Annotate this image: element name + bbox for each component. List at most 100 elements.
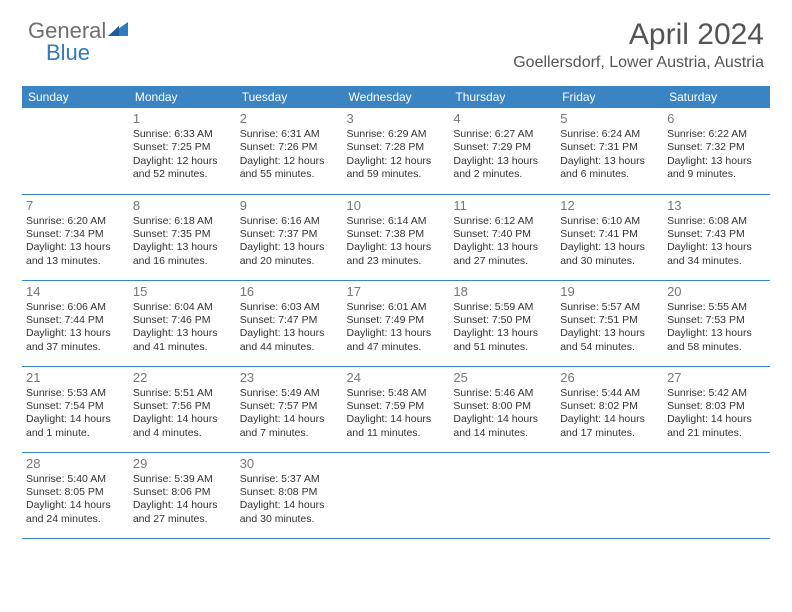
week-row: 1Sunrise: 6:33 AMSunset: 7:25 PMDaylight… (22, 108, 770, 194)
day-info: Sunrise: 6:10 AMSunset: 7:41 PMDaylight:… (560, 215, 659, 269)
day-info: Sunrise: 5:37 AMSunset: 8:08 PMDaylight:… (240, 473, 339, 527)
sunrise-text: Sunrise: 6:03 AM (240, 301, 339, 314)
daylight-text: Daylight: 14 hours and 11 minutes. (347, 413, 446, 440)
calendar-body: 1Sunrise: 6:33 AMSunset: 7:25 PMDaylight… (22, 108, 770, 538)
title-block: April 2024 Goellersdorf, Lower Austria, … (513, 18, 764, 72)
sunrise-text: Sunrise: 6:14 AM (347, 215, 446, 228)
daylight-text: Daylight: 13 hours and 13 minutes. (26, 241, 125, 268)
day-number: 3 (347, 111, 446, 126)
daylight-text: Daylight: 13 hours and 27 minutes. (453, 241, 552, 268)
day-info: Sunrise: 5:51 AMSunset: 7:56 PMDaylight:… (133, 387, 232, 441)
sunset-text: Sunset: 7:32 PM (667, 141, 766, 154)
weekday-header: Sunday (22, 86, 129, 108)
daylight-text: Daylight: 14 hours and 17 minutes. (560, 413, 659, 440)
day-info: Sunrise: 6:31 AMSunset: 7:26 PMDaylight:… (240, 128, 339, 182)
day-number: 16 (240, 284, 339, 299)
day-info: Sunrise: 5:40 AMSunset: 8:05 PMDaylight:… (26, 473, 125, 527)
day-number: 15 (133, 284, 232, 299)
day-number: 23 (240, 370, 339, 385)
sunrise-text: Sunrise: 6:10 AM (560, 215, 659, 228)
day-info: Sunrise: 6:33 AMSunset: 7:25 PMDaylight:… (133, 128, 232, 182)
day-cell: 24Sunrise: 5:48 AMSunset: 7:59 PMDayligh… (343, 366, 450, 452)
sunrise-text: Sunrise: 5:44 AM (560, 387, 659, 400)
weekday-header: Thursday (449, 86, 556, 108)
sunset-text: Sunset: 8:05 PM (26, 486, 125, 499)
day-number: 10 (347, 198, 446, 213)
sunrise-text: Sunrise: 5:59 AM (453, 301, 552, 314)
daylight-text: Daylight: 12 hours and 59 minutes. (347, 155, 446, 182)
sunrise-text: Sunrise: 5:49 AM (240, 387, 339, 400)
daylight-text: Daylight: 13 hours and 20 minutes. (240, 241, 339, 268)
sunrise-text: Sunrise: 5:39 AM (133, 473, 232, 486)
day-number: 20 (667, 284, 766, 299)
sunset-text: Sunset: 7:40 PM (453, 228, 552, 241)
daylight-text: Daylight: 14 hours and 21 minutes. (667, 413, 766, 440)
day-cell (343, 452, 450, 538)
day-info: Sunrise: 6:08 AMSunset: 7:43 PMDaylight:… (667, 215, 766, 269)
sunset-text: Sunset: 8:03 PM (667, 400, 766, 413)
week-row: 28Sunrise: 5:40 AMSunset: 8:05 PMDayligh… (22, 452, 770, 538)
sunset-text: Sunset: 7:56 PM (133, 400, 232, 413)
logo-triangle-icon (108, 22, 128, 41)
day-number: 8 (133, 198, 232, 213)
day-cell: 16 Sunrise: 6:03 AMSunset: 7:47 PMDayligh… (236, 280, 343, 366)
day-number: 4 (453, 111, 552, 126)
day-number: 7 (26, 198, 125, 213)
sunset-text: Sunset: 7:54 PM (26, 400, 125, 413)
sunrise-text: Sunrise: 6:16 AM (240, 215, 339, 228)
sunset-text: Sunset: 7:50 PM (453, 314, 552, 327)
sunset-text: Sunset: 8:08 PM (240, 486, 339, 499)
sunrise-text: Sunrise: 6:12 AM (453, 215, 552, 228)
daylight-text: Daylight: 13 hours and 2 minutes. (453, 155, 552, 182)
sunrise-text: Sunrise: 5:37 AM (240, 473, 339, 486)
day-info: Sunrise: 6:20 AMSunset: 7:34 PMDaylight:… (26, 215, 125, 269)
sunset-text: Sunset: 7:35 PM (133, 228, 232, 241)
day-info: Sunrise: 5:59 AMSunset: 7:50 PMDaylight:… (453, 301, 552, 355)
daylight-text: Daylight: 13 hours and 44 minutes. (240, 327, 339, 354)
sunrise-text: Sunrise: 5:55 AM (667, 301, 766, 314)
logo-text-blue: Blue (46, 40, 90, 65)
day-cell: 26Sunrise: 5:44 AMSunset: 8:02 PMDayligh… (556, 366, 663, 452)
sunset-text: Sunset: 8:00 PM (453, 400, 552, 413)
daylight-text: Daylight: 13 hours and 9 minutes. (667, 155, 766, 182)
sunrise-text: Sunrise: 5:51 AM (133, 387, 232, 400)
daylight-text: Daylight: 14 hours and 30 minutes. (240, 499, 339, 526)
sunset-text: Sunset: 7:37 PM (240, 228, 339, 241)
day-number: 1 (133, 111, 232, 126)
daylight-text: Daylight: 13 hours and 58 minutes. (667, 327, 766, 354)
day-cell: 11Sunrise: 6:12 AMSunset: 7:40 PMDayligh… (449, 194, 556, 280)
sunset-text: Sunset: 7:47 PM (240, 314, 339, 327)
weekday-header: Wednesday (343, 86, 450, 108)
day-cell (449, 452, 556, 538)
month-title: April 2024 (513, 18, 764, 52)
day-cell: 20Sunrise: 5:55 AMSunset: 7:53 PMDayligh… (663, 280, 770, 366)
day-info: Sunrise: 6:04 AMSunset: 7:46 PMDaylight:… (133, 301, 232, 355)
sunset-text: Sunset: 7:38 PM (347, 228, 446, 241)
page-header: GeneralBlue April 2024 Goellersdorf, Low… (0, 0, 792, 78)
day-cell: 10 Sunrise: 6:14 AMSunset: 7:38 PMDayligh… (343, 194, 450, 280)
sunset-text: Sunset: 7:43 PM (667, 228, 766, 241)
day-number: 25 (453, 370, 552, 385)
sunrise-text: Sunrise: 5:53 AM (26, 387, 125, 400)
day-cell: 12Sunrise: 6:10 AMSunset: 7:41 PMDayligh… (556, 194, 663, 280)
sunset-text: Sunset: 7:31 PM (560, 141, 659, 154)
day-cell: 30Sunrise: 5:37 AMSunset: 8:08 PMDayligh… (236, 452, 343, 538)
location-text: Goellersdorf, Lower Austria, Austria (513, 54, 764, 72)
daylight-text: Daylight: 13 hours and 6 minutes. (560, 155, 659, 182)
day-number: 27 (667, 370, 766, 385)
sunset-text: Sunset: 7:26 PM (240, 141, 339, 154)
daylight-text: Daylight: 13 hours and 54 minutes. (560, 327, 659, 354)
day-info: Sunrise: 6:29 AMSunset: 7:28 PMDaylight:… (347, 128, 446, 182)
day-cell: 4Sunrise: 6:27 AMSunset: 7:29 PMDaylight… (449, 108, 556, 194)
daylight-text: Daylight: 13 hours and 16 minutes. (133, 241, 232, 268)
sunset-text: Sunset: 7:34 PM (26, 228, 125, 241)
sunset-text: Sunset: 7:46 PM (133, 314, 232, 327)
day-number: 2 (240, 111, 339, 126)
day-info: Sunrise: 6:14 AMSunset: 7:38 PMDaylight:… (347, 215, 446, 269)
sunrise-text: Sunrise: 6:33 AM (133, 128, 232, 141)
sunset-text: Sunset: 7:25 PM (133, 141, 232, 154)
daylight-text: Daylight: 14 hours and 1 minute. (26, 413, 125, 440)
weekday-header: Tuesday (236, 86, 343, 108)
day-cell: 19Sunrise: 5:57 AMSunset: 7:51 PMDayligh… (556, 280, 663, 366)
sunset-text: Sunset: 7:59 PM (347, 400, 446, 413)
